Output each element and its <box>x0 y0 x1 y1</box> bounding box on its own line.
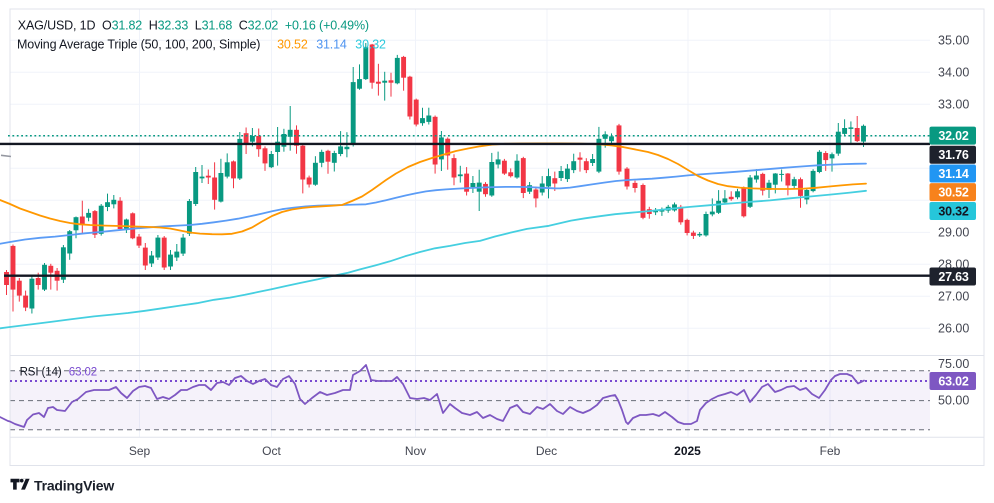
svg-text:Oct: Oct <box>262 444 281 458</box>
svg-text:2025: 2025 <box>674 444 701 458</box>
svg-text:31.14: 31.14 <box>938 167 969 181</box>
svg-text:50.00: 50.00 <box>938 394 969 408</box>
svg-text:27.00: 27.00 <box>938 290 969 304</box>
svg-text:63.02: 63.02 <box>938 374 969 388</box>
svg-text:75.00: 75.00 <box>938 357 969 371</box>
svg-text:29.00: 29.00 <box>938 226 969 240</box>
svg-text:63.02: 63.02 <box>69 367 97 379</box>
svg-text:27.63: 27.63 <box>938 270 969 284</box>
svg-text:35.00: 35.00 <box>938 34 969 48</box>
svg-text:31.14: 31.14 <box>316 38 347 52</box>
svg-text:34.00: 34.00 <box>938 66 969 80</box>
svg-text:Nov: Nov <box>405 444 426 458</box>
svg-text:RSI (14): RSI (14) <box>20 367 62 379</box>
svg-text:33.00: 33.00 <box>938 98 969 112</box>
svg-text:Dec: Dec <box>536 444 557 458</box>
svg-text:30.52: 30.52 <box>938 186 969 200</box>
svg-text:30.32: 30.32 <box>355 38 386 52</box>
svg-text:Moving Average Triple (50, 100: Moving Average Triple (50, 100, 200, Sim… <box>17 38 260 52</box>
svg-text:XAG/USD, 1D O31.82 H32.33 L: XAG/USD, 1D O31.82 H32.33 L31.68 C32.02 … <box>18 19 369 33</box>
svg-text:30.52: 30.52 <box>277 38 308 52</box>
svg-text:Feb: Feb <box>820 444 841 458</box>
svg-text:Sep: Sep <box>129 444 151 458</box>
svg-text:TradingView: TradingView <box>34 478 114 494</box>
svg-text:31.76: 31.76 <box>938 148 969 162</box>
svg-text:26.00: 26.00 <box>938 322 969 336</box>
svg-text:30.32: 30.32 <box>938 204 969 218</box>
svg-text:32.02: 32.02 <box>938 129 969 143</box>
